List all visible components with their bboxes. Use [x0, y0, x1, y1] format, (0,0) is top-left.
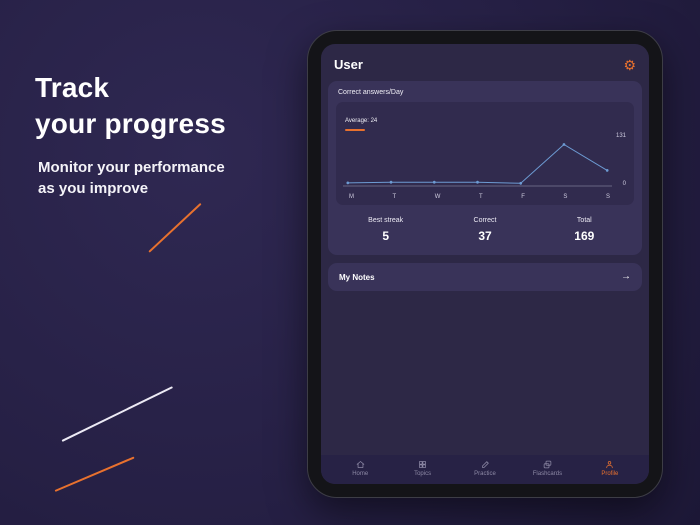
- tab-topics[interactable]: Topics: [391, 460, 453, 477]
- hero-title-line2: your progress: [35, 107, 226, 139]
- page-title: User: [334, 57, 363, 72]
- tablet-mockup: User ⚙ Correct answers/Day Average: 24 1…: [307, 30, 663, 498]
- hero-subtitle-line1: Monitor your performance: [38, 159, 225, 177]
- tab-bar: Home Topics Practice Flashcards Profile: [321, 455, 649, 484]
- hero-text: Track your progress Monitor your perform…: [35, 70, 226, 199]
- x-axis-label: W: [434, 194, 441, 200]
- stats-row: Best streak 5 Correct 37 Total 169: [336, 217, 634, 243]
- average-underline: [345, 129, 365, 131]
- decorative-line-orange-top: [148, 202, 202, 253]
- tab-label: Topics: [414, 471, 432, 477]
- tab-practice[interactable]: Practice: [454, 460, 516, 477]
- y-axis-labels: 131 0: [612, 133, 627, 189]
- stat-value: 169: [574, 229, 595, 243]
- stat-value: 37: [478, 229, 492, 243]
- x-axis-label: S: [563, 194, 568, 200]
- x-axis-label: S: [605, 194, 610, 200]
- chart-title: Correct answers/Day: [338, 89, 404, 96]
- tab-home[interactable]: Home: [329, 460, 391, 477]
- tab-label: Profile: [601, 471, 619, 477]
- stat-total: Total 169: [535, 217, 634, 243]
- notes-title: My Notes: [339, 272, 375, 282]
- stat-label: Best streak: [368, 217, 404, 224]
- stat-best-streak: Best streak 5: [336, 217, 435, 243]
- profile-person-icon: [606, 461, 614, 469]
- app-screen: User ⚙ Correct answers/Day Average: 24 1…: [321, 44, 649, 484]
- decorative-line-white: [61, 386, 173, 442]
- stat-value: 5: [382, 229, 389, 243]
- hero-subtitle: Monitor your performance as you improve: [38, 157, 226, 199]
- tab-flashcards[interactable]: Flashcards: [516, 460, 578, 477]
- hero-title: Track your progress: [35, 70, 226, 141]
- hero-title-line1: Track: [35, 72, 110, 103]
- home-icon: [356, 461, 364, 468]
- tab-label: Home: [352, 471, 369, 477]
- topics-grid-icon: [419, 461, 426, 468]
- answers-line-chart: Average: 24 131 0 M T W T F S S: [336, 102, 634, 205]
- tab-profile[interactable]: Profile: [579, 460, 641, 477]
- x-axis-label: F: [521, 194, 525, 200]
- y-min-label: 0: [622, 181, 626, 187]
- arrow-right-icon: →: [621, 271, 631, 282]
- app-header: User ⚙: [321, 44, 649, 81]
- tab-label: Flashcards: [532, 471, 563, 477]
- x-axis-label: T: [392, 194, 397, 200]
- flashcards-icon: [543, 460, 552, 469]
- line-chart-svg: [343, 143, 612, 187]
- my-notes-card[interactable]: My Notes →: [328, 263, 642, 291]
- tab-label: Practice: [474, 471, 496, 477]
- decorative-line-orange-bottom: [54, 456, 135, 492]
- practice-pencil-icon: [481, 461, 489, 468]
- plot-row: 131 0: [343, 133, 627, 189]
- stat-correct: Correct 37: [435, 217, 534, 243]
- average-label: Average: 24: [345, 118, 378, 124]
- stat-label: Total: [576, 217, 592, 224]
- settings-gear-icon[interactable]: ⚙: [623, 56, 636, 73]
- stat-label: Correct: [473, 217, 497, 224]
- x-axis-label: M: [349, 194, 354, 200]
- progress-card: Correct answers/Day Average: 24 131 0 M T…: [328, 81, 642, 255]
- hero-subtitle-line2: as you improve: [38, 180, 149, 198]
- x-axis-label: T: [478, 194, 483, 200]
- y-max-label: 131: [615, 133, 626, 139]
